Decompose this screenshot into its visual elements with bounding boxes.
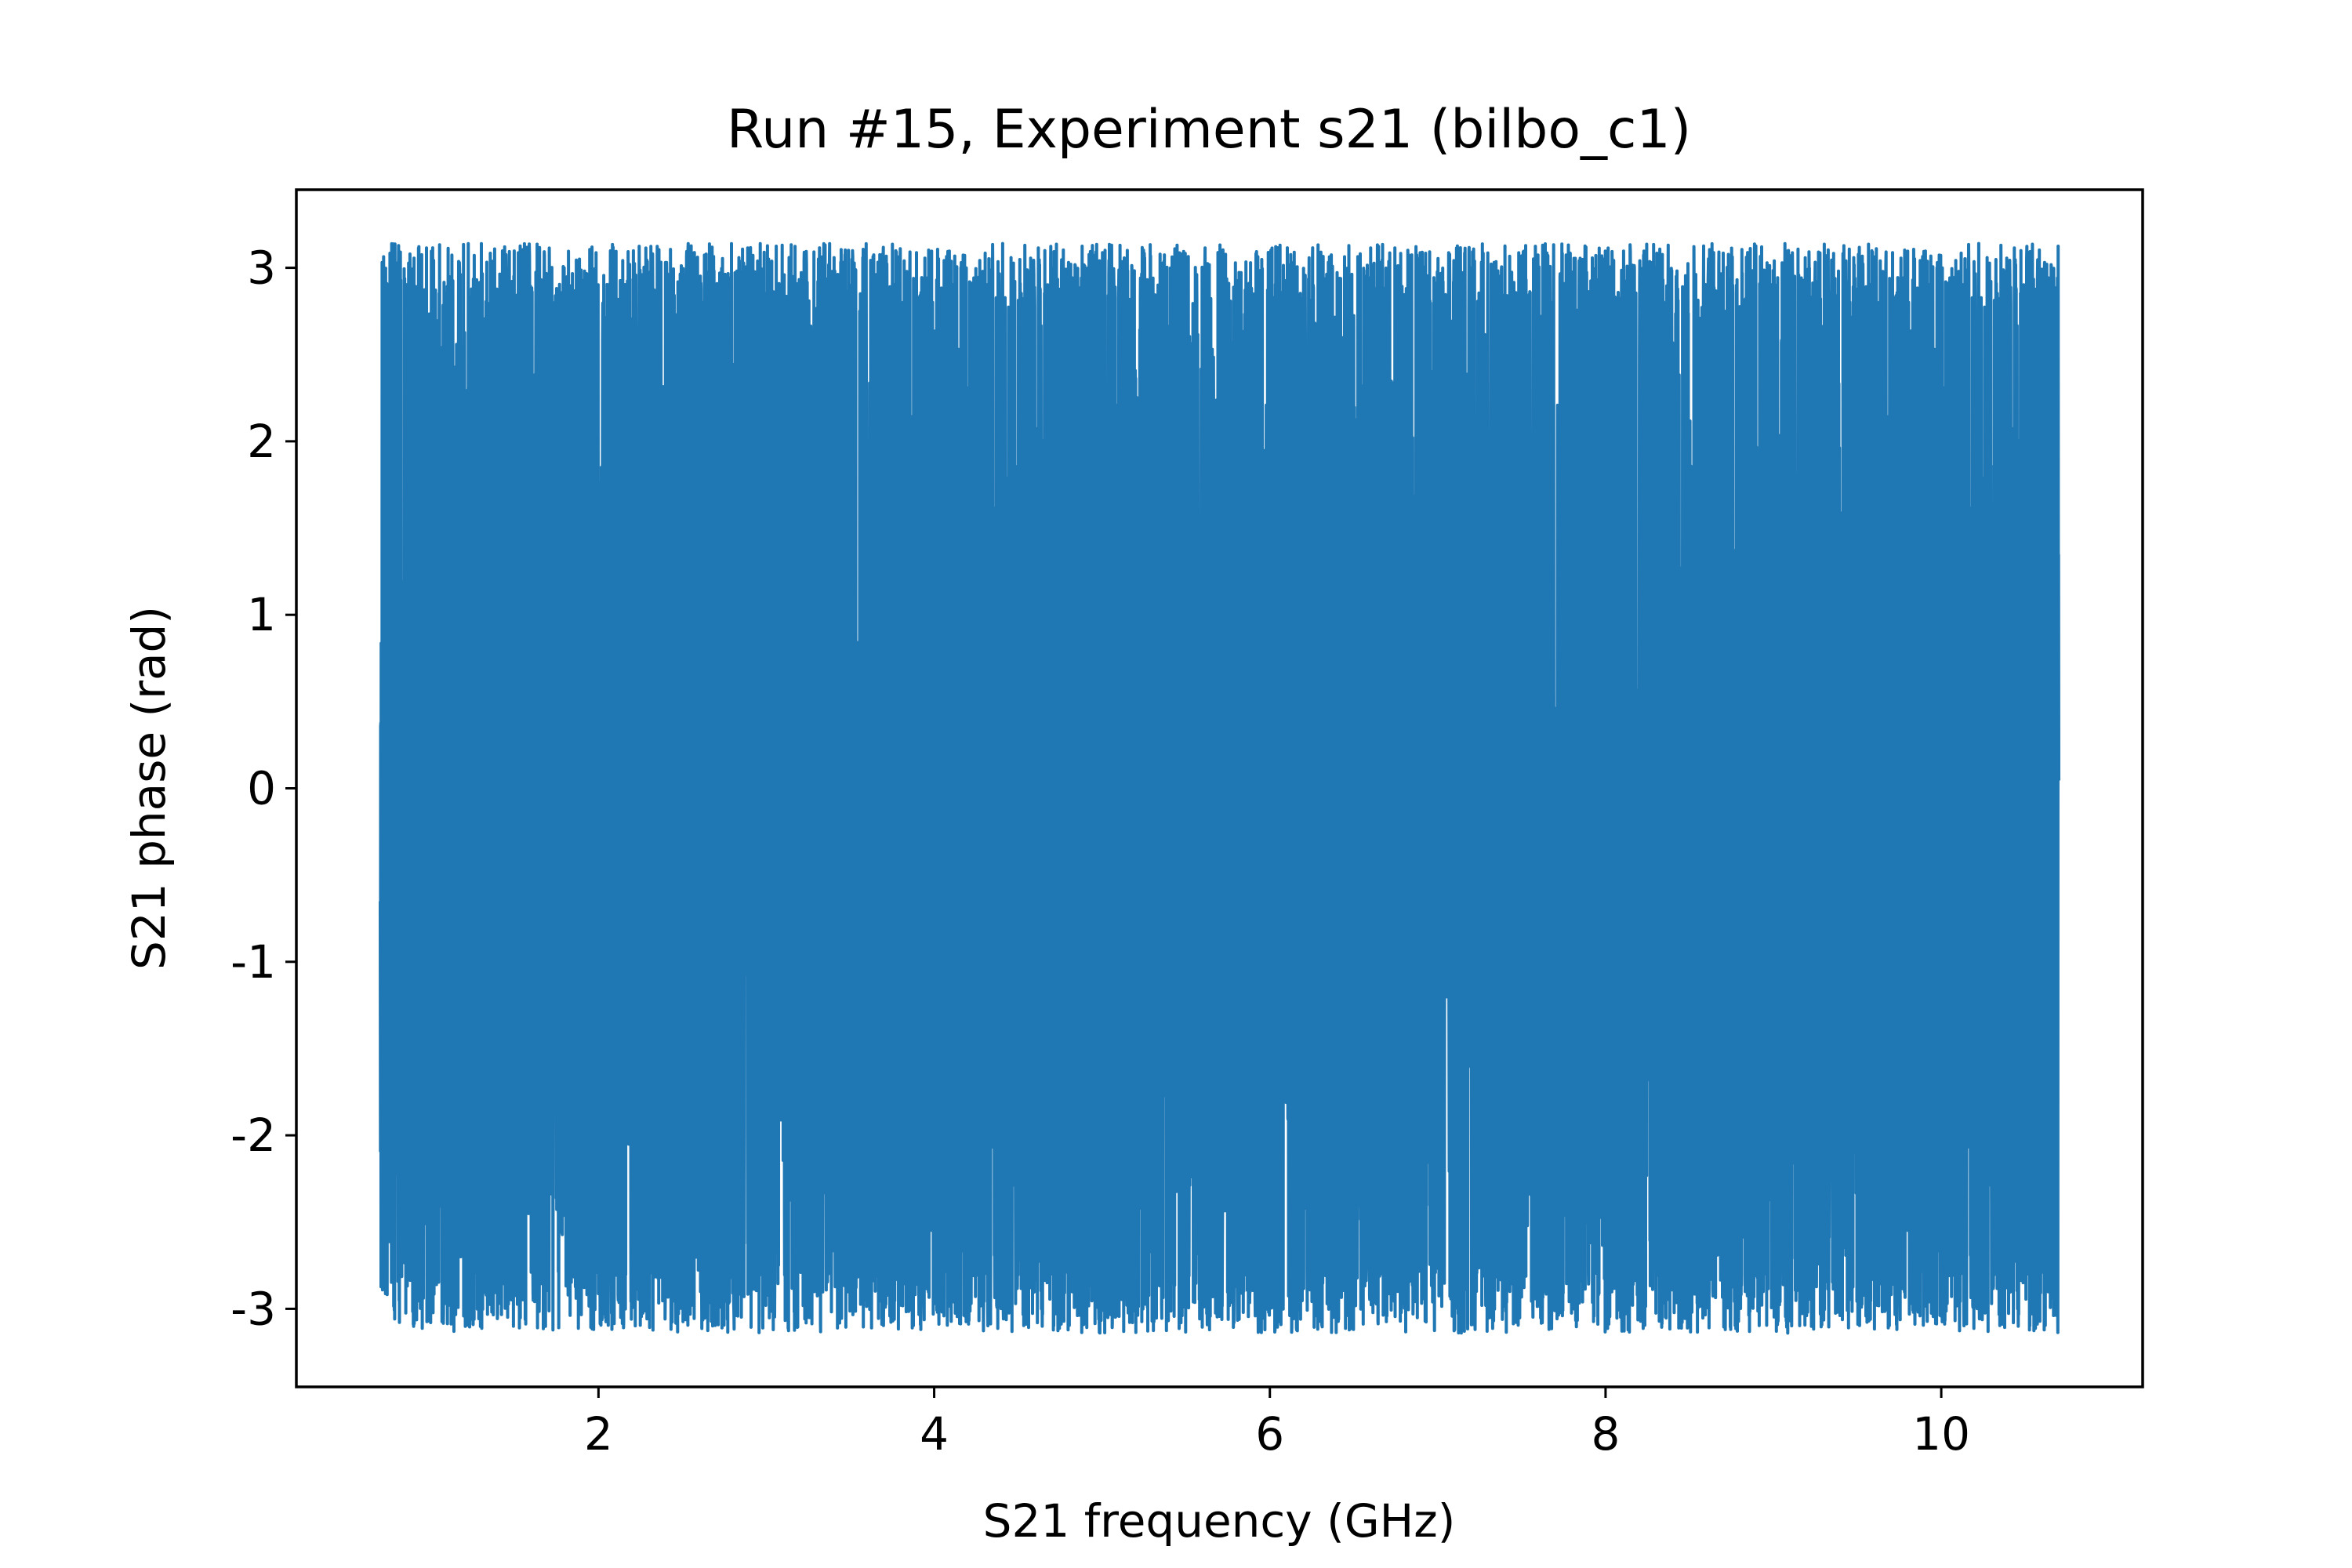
y-axis: -3 -2 -1 0 1 2 3	[230, 241, 296, 1335]
x-tick-label: 2	[584, 1407, 613, 1461]
y-tick-label: 3	[247, 241, 276, 295]
phase-series-line	[379, 241, 2060, 1335]
series-layer	[379, 241, 2060, 1335]
y-tick-label: -1	[230, 935, 276, 989]
x-axis-label: S21 frequency (GHz)	[983, 1494, 1456, 1548]
x-axis: 2 4 6 8 10	[584, 1387, 1970, 1461]
x-tick-label: 8	[1591, 1407, 1620, 1461]
y-axis-label: S21 phase (rad)	[122, 606, 176, 970]
plot-area	[295, 188, 2144, 1388]
y-tick-label: 1	[247, 588, 276, 641]
chart-title: Run #15, Experiment s21 (bilbo_c1)	[727, 99, 1691, 161]
y-tick-label: 2	[247, 415, 276, 468]
x-tick-label: 10	[1912, 1407, 1970, 1461]
y-tick-label: -3	[230, 1282, 276, 1335]
y-tick-label: -2	[230, 1109, 276, 1162]
x-tick-label: 4	[920, 1407, 949, 1461]
y-tick-label: 0	[247, 762, 276, 815]
x-tick-label: 6	[1255, 1407, 1284, 1461]
